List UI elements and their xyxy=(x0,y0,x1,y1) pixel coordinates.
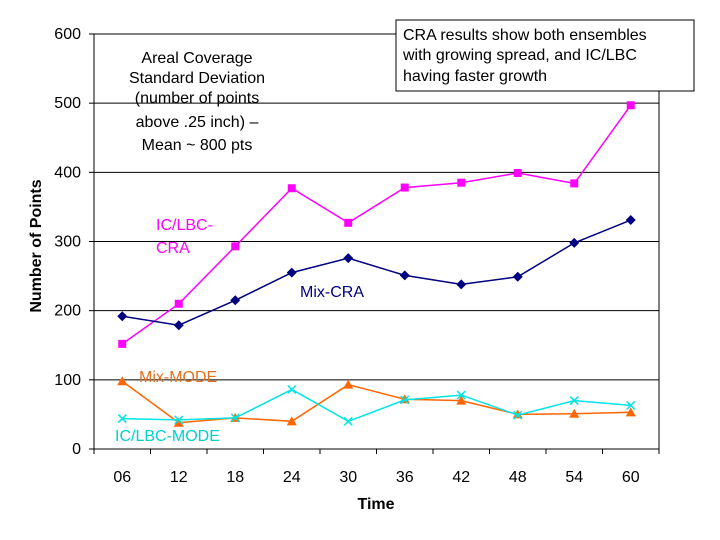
annotation-line: Mean ~ 800 pts xyxy=(142,137,253,154)
annotation-box-line: CRA results show both ensembles xyxy=(403,27,647,44)
data-point-ic-lbc-cra xyxy=(513,169,522,178)
series-layer xyxy=(117,101,636,427)
y-tick-label: 100 xyxy=(54,372,81,389)
y-tick-label: 400 xyxy=(54,164,81,181)
data-point-ic-lbc-cra xyxy=(457,178,466,187)
series-label-ic-lbc-cra: IC/LBC- xyxy=(156,217,213,234)
data-point-mix-cra xyxy=(456,279,467,290)
data-point-mix-mode xyxy=(625,407,636,417)
series-line-mix-mode xyxy=(121,380,631,424)
annotation-left: Areal Coverage Standard Deviation (numbe… xyxy=(129,50,265,154)
data-point-ic-lbc-mode xyxy=(287,384,297,395)
data-point-mix-mode xyxy=(456,395,467,405)
x-axis-title: Time xyxy=(357,496,394,513)
data-point-ic-lbc-cra xyxy=(118,339,127,348)
data-point-mix-mode xyxy=(569,408,580,418)
data-point-mix-mode xyxy=(117,376,128,386)
data-point-ic-lbc-cra xyxy=(287,184,296,193)
data-point-ic-lbc-mode xyxy=(456,390,466,400)
data-point-mix-mode xyxy=(173,417,184,427)
annotation-line: (number of points xyxy=(135,90,260,107)
series-labels: IC/LBC- CRA Mix-CRA Mix-MODE IC/LBC-MODE xyxy=(115,217,364,445)
series-label-ic-lbc-cra: CRA xyxy=(156,240,190,257)
gridlines xyxy=(94,102,659,381)
series-label-mix-cra: Mix-CRA xyxy=(300,284,364,301)
series-label-mix-mode: Mix-MODE xyxy=(139,369,217,386)
data-point-mix-cra xyxy=(343,253,354,264)
x-tick-label: 30 xyxy=(339,469,357,486)
x-tick-label: 36 xyxy=(396,469,414,486)
annotation-box: CRA results show both ensembles with gro… xyxy=(395,19,695,92)
x-tick-label: 54 xyxy=(565,469,583,486)
data-point-ic-lbc-cra xyxy=(626,101,635,110)
series-line-mix-cra xyxy=(122,219,632,326)
data-point-ic-lbc-cra xyxy=(570,179,579,188)
series-line-ic-lbc-cra xyxy=(121,104,632,345)
data-point-mix-cra xyxy=(173,320,184,331)
series-label-ic-lbc-mode: IC/LBC-MODE xyxy=(115,428,220,445)
data-point-ic-lbc-mode xyxy=(626,400,636,410)
data-point-ic-lbc-mode xyxy=(117,414,127,424)
data-point-ic-lbc-cra xyxy=(231,242,240,251)
x-tick-label: 42 xyxy=(452,469,470,486)
annotation-line: above .25 inch) – xyxy=(136,114,259,131)
y-tick-label: 200 xyxy=(54,303,81,320)
data-point-ic-lbc-mode xyxy=(569,396,579,406)
x-tick-label: 12 xyxy=(170,469,188,486)
y-tick-label: 0 xyxy=(72,441,81,458)
data-point-ic-lbc-mode xyxy=(343,416,353,426)
data-point-mix-cra xyxy=(286,267,297,278)
data-point-ic-lbc-mode xyxy=(174,415,184,425)
y-tick-label: 300 xyxy=(54,234,81,251)
data-point-ic-lbc-mode xyxy=(230,413,240,423)
x-axis-ticks: 06 12 18 24 30 36 42 48 54 60 xyxy=(93,449,660,486)
x-tick-label: 24 xyxy=(283,469,301,486)
data-point-mix-cra xyxy=(569,237,580,248)
annotation-line: Areal Coverage xyxy=(141,50,252,67)
y-axis-ticks: 0 100 200 300 400 500 600 xyxy=(54,26,94,458)
data-point-mix-cra xyxy=(399,270,410,281)
data-point-ic-lbc-mode xyxy=(513,410,523,420)
series-line-ic-lbc-mode xyxy=(122,388,631,423)
data-point-ic-lbc-cra xyxy=(174,299,183,308)
data-point-ic-lbc-mode xyxy=(400,395,410,405)
data-point-mix-cra xyxy=(512,271,523,282)
y-tick-label: 600 xyxy=(54,26,81,43)
data-point-mix-mode xyxy=(512,409,523,419)
y-axis-title: Number of Points xyxy=(28,179,45,312)
x-tick-label: 06 xyxy=(113,469,131,486)
annotation-box-line: with growing spread, and IC/LBC xyxy=(402,47,637,64)
data-point-ic-lbc-cra xyxy=(400,183,409,192)
annotation-line: Standard Deviation xyxy=(129,70,265,87)
data-point-mix-cra xyxy=(230,295,241,306)
data-point-mix-cra xyxy=(117,311,128,322)
data-point-ic-lbc-cra xyxy=(344,218,353,227)
y-tick-label: 500 xyxy=(54,95,81,112)
data-point-mix-mode xyxy=(286,416,297,426)
data-point-mix-mode xyxy=(343,379,354,389)
x-tick-label: 60 xyxy=(622,469,640,486)
data-point-mix-cra xyxy=(625,215,636,226)
x-tick-label: 48 xyxy=(509,469,527,486)
x-tick-label: 18 xyxy=(226,469,244,486)
annotation-box-frame xyxy=(395,19,695,92)
annotation-box-line: having faster growth xyxy=(403,68,547,85)
